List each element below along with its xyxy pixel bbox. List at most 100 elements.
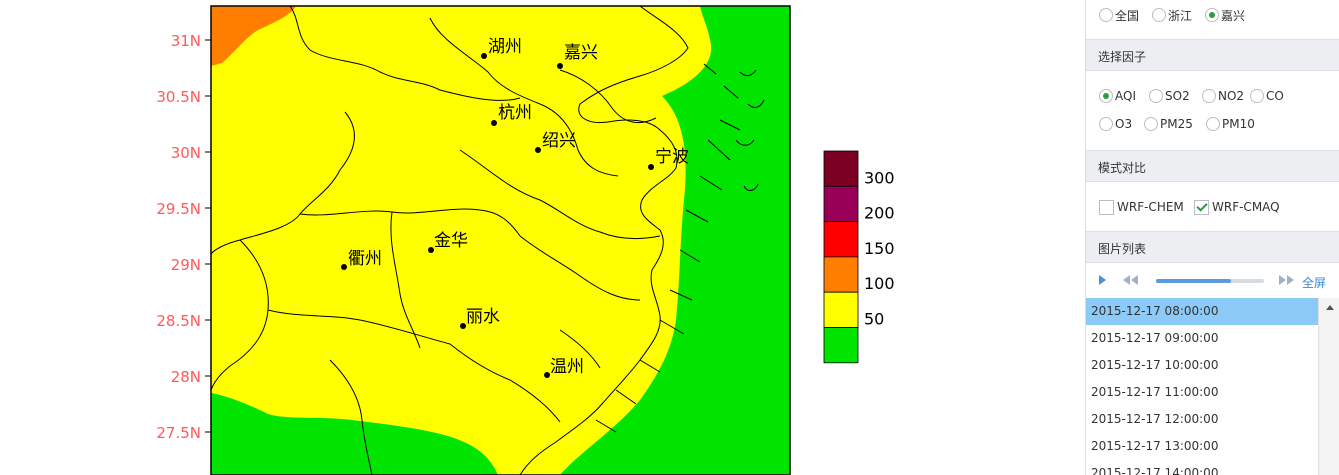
aqi-legend: 300 200 150 100 50 bbox=[823, 150, 895, 364]
fullscreen-link[interactable]: 全屏 bbox=[1302, 276, 1327, 290]
image-list-item[interactable]: 2015-12-17 08:00:00 bbox=[1086, 298, 1318, 325]
option-label: AQI bbox=[1115, 89, 1136, 103]
option-label: 嘉兴 bbox=[1221, 8, 1246, 23]
radio-button[interactable] bbox=[1152, 8, 1166, 22]
option-label: NO2 bbox=[1218, 89, 1245, 103]
aqi-0-50-sea-region bbox=[560, 6, 790, 475]
playback-controls: 全屏 bbox=[1086, 270, 1339, 292]
radio-button[interactable] bbox=[1250, 89, 1264, 103]
image-list: 2015-12-17 08:00:00 2015-12-17 09:00:00 20… bbox=[1086, 298, 1318, 475]
scroll-up-arrow-icon[interactable] bbox=[1326, 304, 1334, 310]
lat-tick-label: 30.5N bbox=[156, 88, 201, 106]
radio-button[interactable] bbox=[1099, 8, 1113, 22]
city-label: 衢州 bbox=[348, 248, 382, 269]
lat-tick-label: 29.5N bbox=[156, 200, 201, 218]
factor-option[interactable]: O3 bbox=[1099, 114, 1132, 134]
radio-button[interactable] bbox=[1149, 89, 1163, 103]
legend-color-box bbox=[823, 221, 859, 258]
factor-option[interactable]: SO2 bbox=[1149, 86, 1190, 106]
city-marker bbox=[341, 264, 347, 270]
aqi-100-150-region bbox=[211, 6, 296, 66]
legend-label: 100 bbox=[864, 274, 895, 293]
city-label: 嘉兴 bbox=[564, 43, 598, 63]
option-label: 全国 bbox=[1115, 8, 1140, 23]
city-marker bbox=[535, 147, 541, 153]
city-label: 绍兴 bbox=[542, 131, 576, 151]
model-section-header: 模式对比 bbox=[1086, 150, 1339, 182]
image-list-section-title: 图片列表 bbox=[1098, 242, 1147, 256]
city-label: 丽水 bbox=[466, 307, 500, 327]
lat-tick-label: 29N bbox=[171, 256, 201, 274]
legend-label: 300 bbox=[864, 168, 895, 187]
boundary-lines bbox=[211, 6, 765, 475]
region-option[interactable]: 全国 bbox=[1099, 5, 1139, 25]
city-marker bbox=[544, 372, 550, 378]
radio-button[interactable] bbox=[1144, 117, 1158, 131]
play-icon[interactable] bbox=[1098, 274, 1107, 286]
option-label: PM10 bbox=[1222, 117, 1255, 131]
image-list-item[interactable]: 2015-12-17 14:00:00 bbox=[1091, 466, 1219, 475]
model-option[interactable]: WRF-CHEM bbox=[1099, 197, 1184, 217]
fast-forward-icon[interactable] bbox=[1278, 274, 1296, 286]
checkbox[interactable] bbox=[1194, 199, 1209, 215]
city-label: 金华 bbox=[434, 231, 468, 251]
image-list-section-header: 图片列表 bbox=[1086, 231, 1339, 263]
radio-button[interactable] bbox=[1206, 117, 1220, 131]
factor-section-header: 选择因子 bbox=[1086, 39, 1339, 71]
radio-button[interactable] bbox=[1202, 89, 1216, 103]
legend-color-box bbox=[823, 291, 859, 328]
playback-progress-track[interactable] bbox=[1156, 279, 1264, 283]
factor-section-title: 选择因子 bbox=[1098, 50, 1147, 64]
factor-option[interactable]: PM25 bbox=[1144, 114, 1193, 134]
image-list-item[interactable]: 2015-12-17 11:00:00 bbox=[1091, 385, 1219, 399]
latitude-axis: 31N 30.5N 30N 29.5N 29N 28.5N 28N 27.5N bbox=[156, 32, 211, 442]
region-selector: 全国 浙江 嘉兴 bbox=[1086, 5, 1339, 27]
model-option[interactable]: WRF-CMAQ bbox=[1194, 197, 1280, 217]
factor-option[interactable]: AQI bbox=[1099, 86, 1136, 106]
image-list-item[interactable]: 2015-12-17 10:00:00 bbox=[1091, 358, 1219, 372]
option-label: WRF-CMAQ bbox=[1212, 200, 1280, 214]
map-panel: 31N 30.5N 30N 29.5N 29N 28.5N 28N 27.5N 湖州 嘉兴 杭州绍… bbox=[156, 5, 895, 475]
legend-label: 50 bbox=[864, 310, 884, 329]
city-label: 温州 bbox=[550, 357, 584, 377]
factor-option[interactable]: NO2 bbox=[1202, 86, 1244, 106]
playback-progress-fill bbox=[1156, 279, 1231, 283]
lat-tick-label: 30N bbox=[171, 144, 201, 162]
option-label: 浙江 bbox=[1168, 8, 1193, 23]
region-option[interactable]: 嘉兴 bbox=[1205, 5, 1245, 25]
legend-label: 200 bbox=[864, 204, 895, 223]
option-label: SO2 bbox=[1165, 89, 1190, 103]
region-option[interactable]: 浙江 bbox=[1152, 5, 1192, 25]
option-label: CO bbox=[1266, 89, 1284, 103]
factor-option[interactable]: PM10 bbox=[1206, 114, 1255, 134]
city-marker bbox=[491, 120, 497, 126]
image-list-item[interactable]: 2015-12-17 12:00:00 bbox=[1091, 412, 1219, 426]
radio-button[interactable] bbox=[1099, 117, 1113, 131]
legend-color-box bbox=[823, 185, 859, 223]
legend-color-box bbox=[823, 256, 859, 293]
legend-color-box bbox=[823, 150, 859, 187]
city-marker bbox=[648, 164, 654, 170]
image-list-item[interactable]: 2015-12-17 09:00:00 bbox=[1091, 331, 1219, 345]
legend-label: 150 bbox=[864, 239, 895, 258]
lat-tick-label: 27.5N bbox=[156, 424, 201, 442]
factor-selector: AQI SO2 NO2 CO O3 PM25 PM10 bbox=[1086, 86, 1339, 138]
image-list-scrollbar[interactable] bbox=[1318, 298, 1339, 475]
option-label: PM25 bbox=[1160, 117, 1193, 131]
city-marker bbox=[481, 53, 487, 59]
control-sidebar: 全国 浙江 嘉兴 选择因子 AQI SO2 NO2 CO O3 PM25 PM10 模式对比 W… bbox=[1085, 0, 1339, 475]
model-section-title: 模式对比 bbox=[1098, 161, 1147, 175]
image-list-item[interactable]: 2015-12-17 13:00:00 bbox=[1091, 439, 1219, 453]
factor-option[interactable]: CO bbox=[1250, 86, 1284, 106]
model-selector: WRF-CHEM WRF-CMAQ bbox=[1086, 196, 1339, 220]
aqi-forecast-map: 31N 30.5N 30N 29.5N 29N 28.5N 28N 27.5N 湖州 嘉兴杭州绍… bbox=[156, 5, 895, 475]
option-label: O3 bbox=[1115, 117, 1133, 131]
map-plot-area bbox=[211, 6, 790, 475]
checkbox[interactable] bbox=[1099, 199, 1114, 215]
city-label: 湖州 bbox=[488, 37, 522, 57]
rewind-icon[interactable] bbox=[1122, 274, 1140, 286]
radio-button[interactable] bbox=[1205, 8, 1219, 22]
radio-button[interactable] bbox=[1099, 89, 1113, 103]
city-marker bbox=[557, 63, 563, 69]
